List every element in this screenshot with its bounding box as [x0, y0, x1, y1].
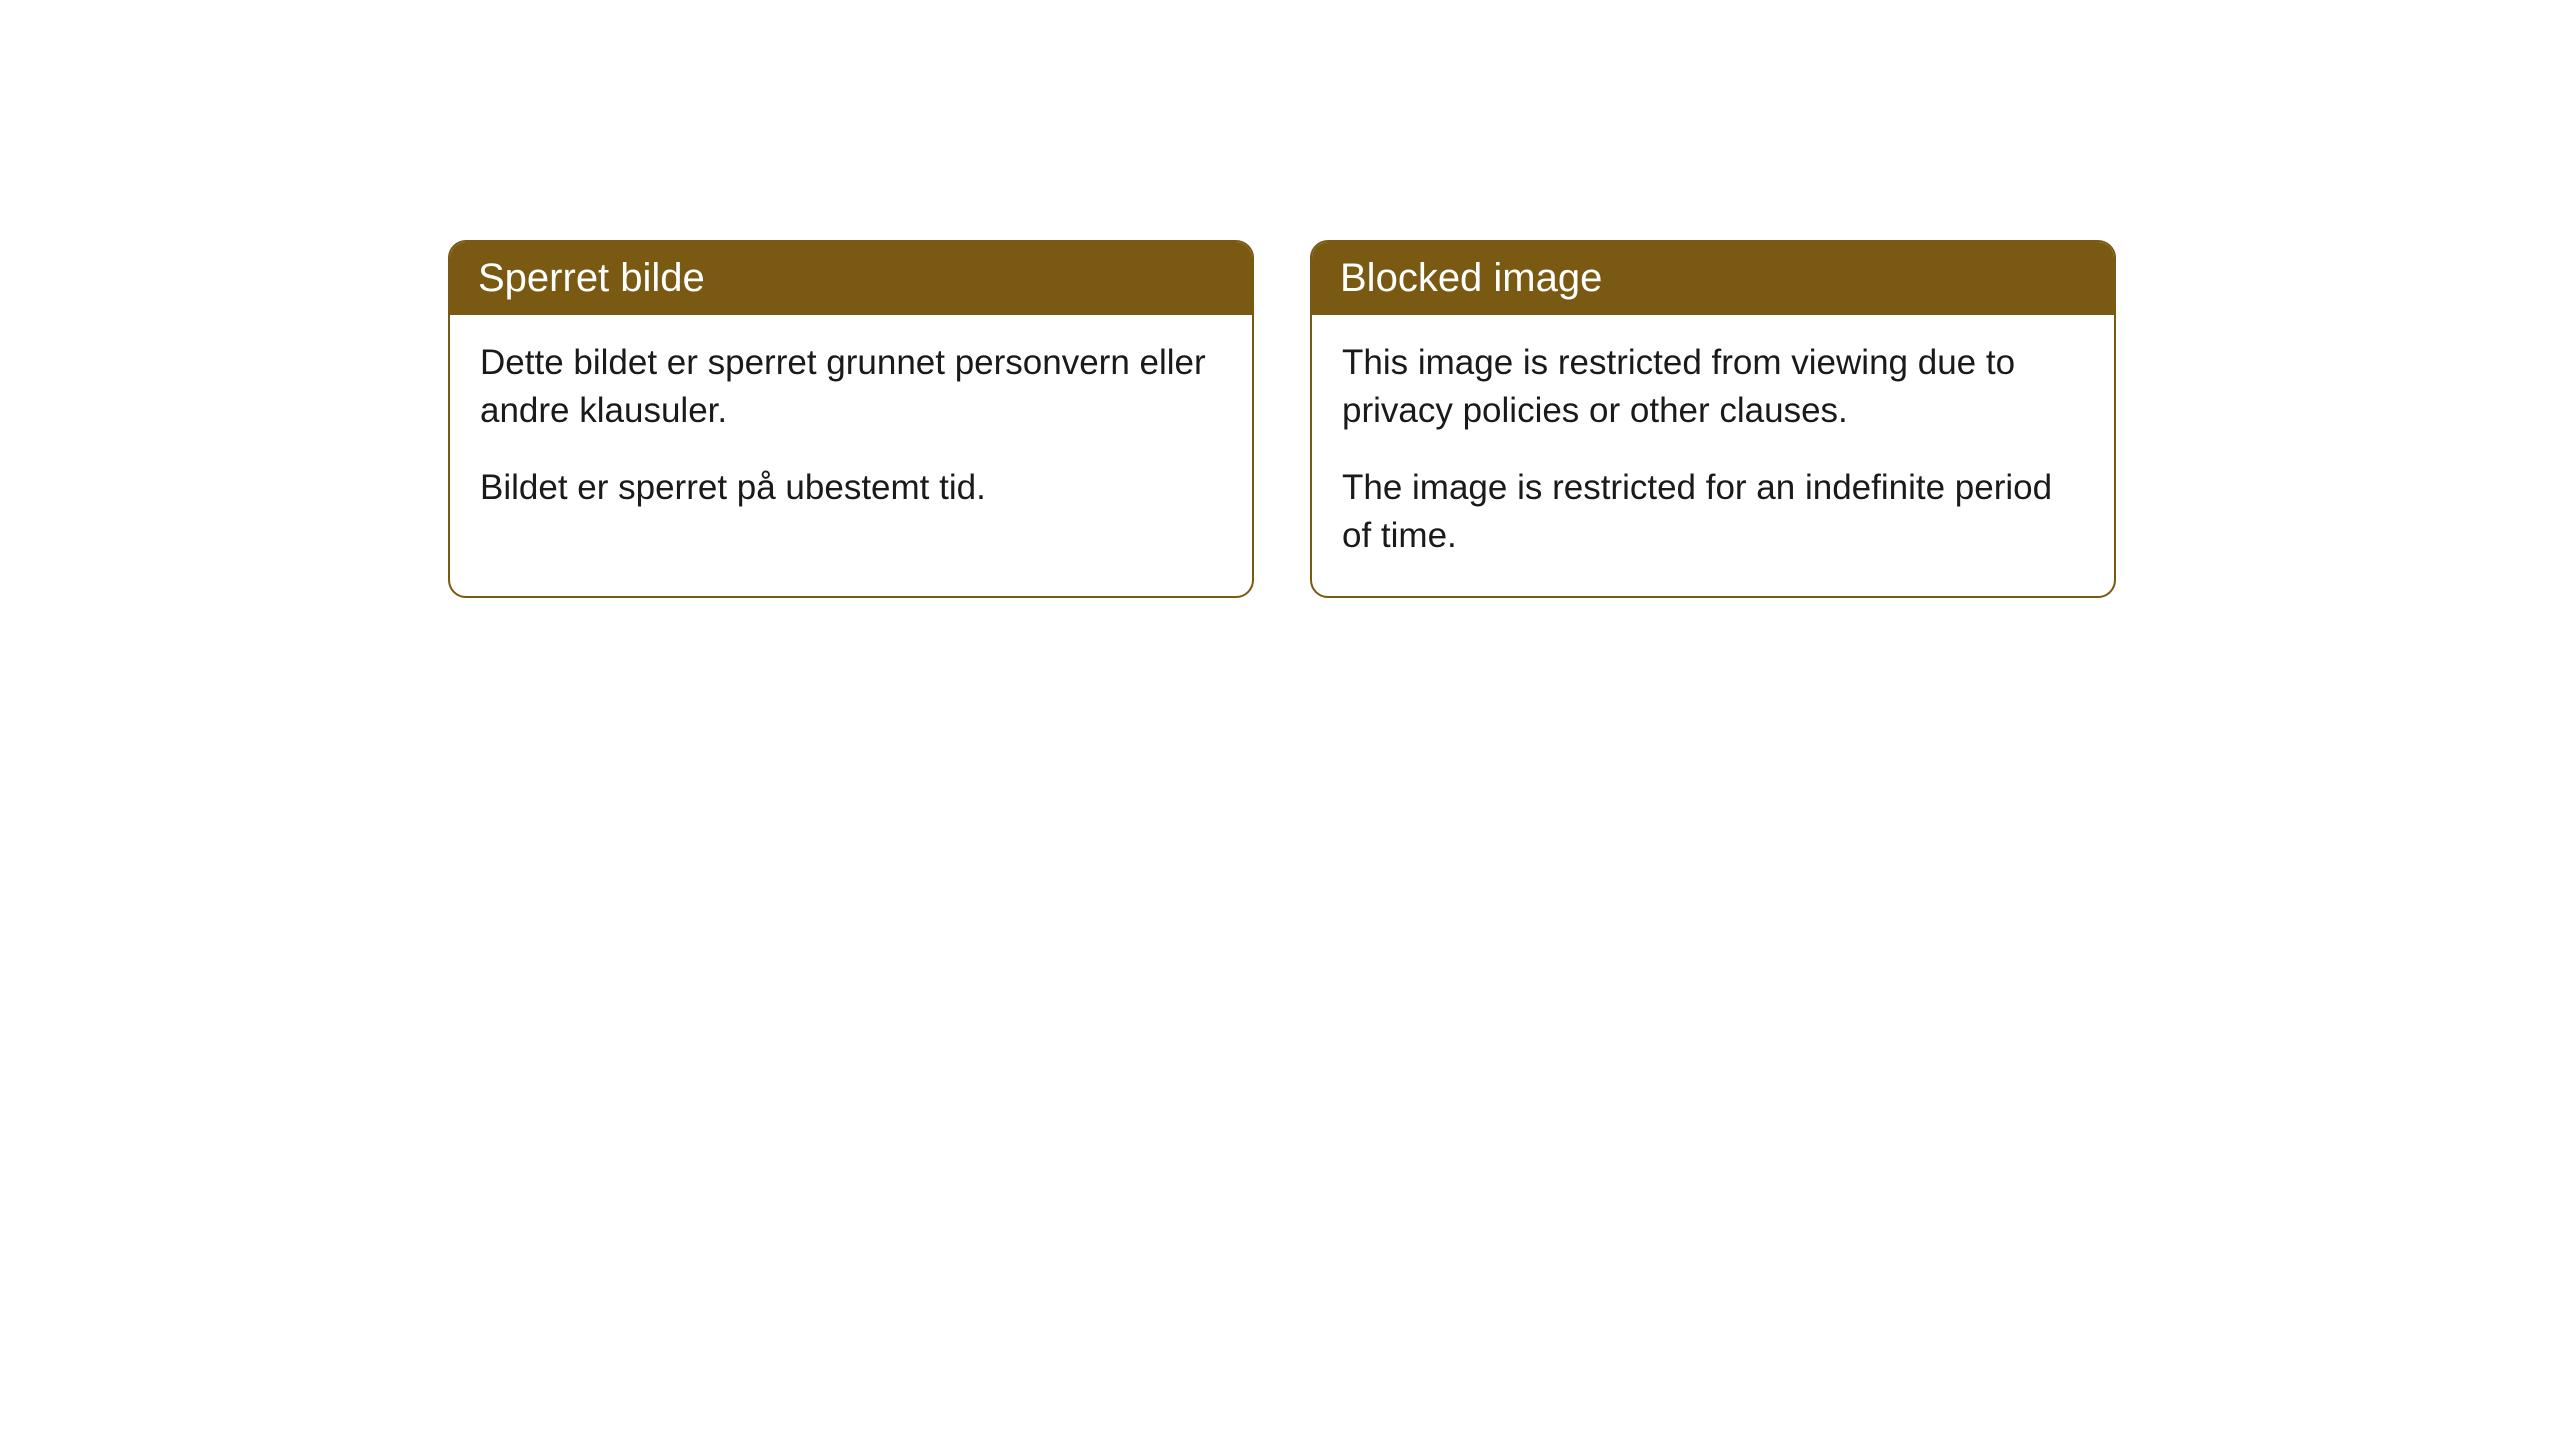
card-title: Blocked image	[1340, 256, 1602, 300]
notice-cards-container: Sperret bilde Dette bildet er sperret gr…	[448, 240, 2116, 598]
card-title: Sperret bilde	[478, 256, 705, 300]
blocked-image-card-english: Blocked image This image is restricted f…	[1310, 240, 2116, 598]
card-paragraph-2: Bildet er sperret på ubestemt tid.	[480, 464, 1222, 512]
card-body: Dette bildet er sperret grunnet personve…	[450, 315, 1252, 548]
card-header: Blocked image	[1312, 242, 2114, 315]
card-header: Sperret bilde	[450, 242, 1252, 315]
card-body: This image is restricted from viewing du…	[1312, 315, 2114, 596]
card-paragraph-2: The image is restricted for an indefinit…	[1342, 464, 2084, 561]
card-paragraph-1: Dette bildet er sperret grunnet personve…	[480, 339, 1222, 436]
blocked-image-card-norwegian: Sperret bilde Dette bildet er sperret gr…	[448, 240, 1254, 598]
card-paragraph-1: This image is restricted from viewing du…	[1342, 339, 2084, 436]
